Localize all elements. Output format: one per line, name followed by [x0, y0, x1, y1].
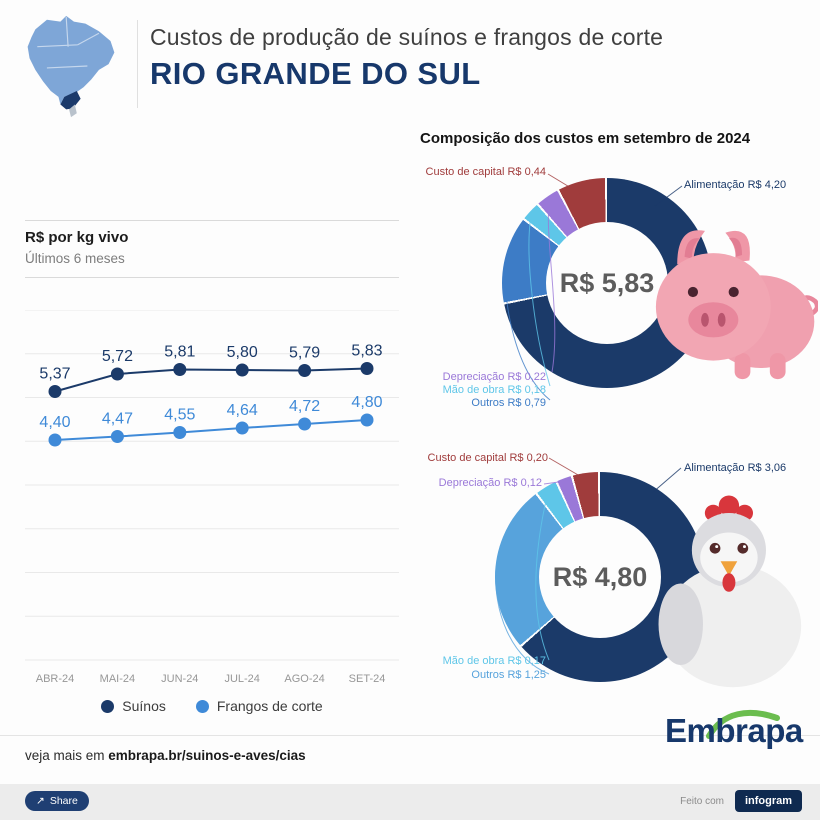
- callout-chicken-depreciacao: Depreciação R$ 0,12: [438, 477, 542, 489]
- chicken-donut-total: R$ 4,80: [552, 561, 648, 592]
- share-button[interactable]: ↗ Share: [25, 791, 89, 811]
- pig-donut-chart[interactable]: R$ 5,83: [502, 178, 712, 388]
- callout-pig-outros: Outros R$ 0,79: [471, 397, 546, 409]
- legend-label: Frangos de corte: [216, 698, 323, 714]
- brazil-map: [27, 15, 115, 118]
- svg-text:4,40: 4,40: [39, 414, 70, 431]
- callout-chicken-mao-de-obra: Mão de obra R$ 0,17: [442, 655, 546, 667]
- svg-text:JUL-24: JUL-24: [224, 673, 259, 685]
- svg-text:5,80: 5,80: [227, 344, 258, 361]
- svg-text:4,80: 4,80: [351, 394, 382, 411]
- share-icon: ↗: [36, 795, 45, 807]
- pig-donut-total: R$ 5,83: [559, 267, 655, 298]
- legend-dot: [101, 699, 115, 713]
- page-region-title: RIO GRANDE DO SUL: [150, 56, 481, 91]
- share-label: Share: [49, 795, 78, 807]
- line-chart-subtitle: Últimos 6 meses: [25, 251, 125, 266]
- footer-divider: [0, 735, 820, 736]
- legend-item[interactable]: Suínos: [101, 698, 166, 714]
- svg-text:AGO-24: AGO-24: [284, 673, 324, 685]
- svg-text:5,81: 5,81: [164, 344, 195, 361]
- embrapa-swoosh: [706, 709, 780, 739]
- donut-section-heading: Composição dos custos em setembro de 202…: [420, 130, 751, 147]
- made-with-label: Feito com: [680, 796, 724, 807]
- infogram-logo[interactable]: infogram: [734, 790, 802, 812]
- svg-text:4,55: 4,55: [164, 407, 195, 424]
- pig-donut-hole: R$ 5,83: [546, 222, 668, 344]
- legend-dot: [195, 699, 209, 713]
- svg-text:4,72: 4,72: [289, 398, 320, 415]
- callout-chicken-alimentacao: Alimentação R$ 3,06: [684, 462, 787, 474]
- embrapa-logo: Embrapa: [665, 706, 810, 752]
- svg-text:JUN-24: JUN-24: [161, 673, 198, 685]
- svg-text:SET-24: SET-24: [349, 673, 386, 685]
- callout-chicken-custo-capital: Custo de capital R$ 0,20: [427, 452, 548, 464]
- svg-text:ABR-24: ABR-24: [36, 673, 75, 685]
- line-chart[interactable]: ABR-24 MAI-24 JUN-24 JUL-24 AGO-24 SET-24 5,37…: [25, 310, 399, 695]
- page-title: Custos de produção de suínos e frangos d…: [150, 24, 664, 50]
- svg-text:5,79: 5,79: [289, 345, 320, 362]
- svg-text:5,83: 5,83: [351, 343, 382, 360]
- line-chart-header: R$ por kg vivo Últimos 6 meses: [25, 220, 399, 278]
- footer-note: veja mais em embrapa.br/suinos-e-aves/ci…: [25, 748, 306, 763]
- callout-chicken-outros: Outros R$ 1,25: [471, 669, 546, 681]
- svg-text:4,47: 4,47: [102, 411, 133, 428]
- legend-item[interactable]: Frangos de corte: [195, 698, 323, 714]
- legend-label: Suínos: [122, 698, 166, 714]
- svg-text:5,72: 5,72: [102, 348, 133, 365]
- svg-text:4,64: 4,64: [227, 402, 258, 419]
- header-divider: [137, 20, 138, 108]
- footer-note-text: veja mais em: [25, 748, 105, 763]
- footer-link[interactable]: embrapa.br/suinos-e-aves/cias: [108, 748, 306, 763]
- callout-pig-depreciacao: Depreciação R$ 0,22: [442, 371, 546, 383]
- chicken-donut-chart[interactable]: R$ 4,80: [495, 472, 705, 682]
- callout-pig-alimentacao: Alimentação R$ 4,20: [684, 179, 787, 191]
- bottom-bar: ↗ Share Feito com infogram: [0, 784, 820, 820]
- embrapa-wordmark: Embrapa: [665, 712, 803, 749]
- chicken-donut-hole: R$ 4,80: [539, 516, 661, 638]
- line-chart-title: R$ por kg vivo: [25, 229, 129, 246]
- svg-text:MAI-24: MAI-24: [100, 673, 135, 685]
- callout-pig-mao-de-obra: Mão de obra R$ 0,18: [442, 384, 546, 396]
- chart-legend: Suínos Frangos de corte: [25, 698, 399, 714]
- svg-text:5,37: 5,37: [39, 366, 70, 383]
- callout-pig-custo-capital: Custo de capital R$ 0,44: [425, 166, 546, 178]
